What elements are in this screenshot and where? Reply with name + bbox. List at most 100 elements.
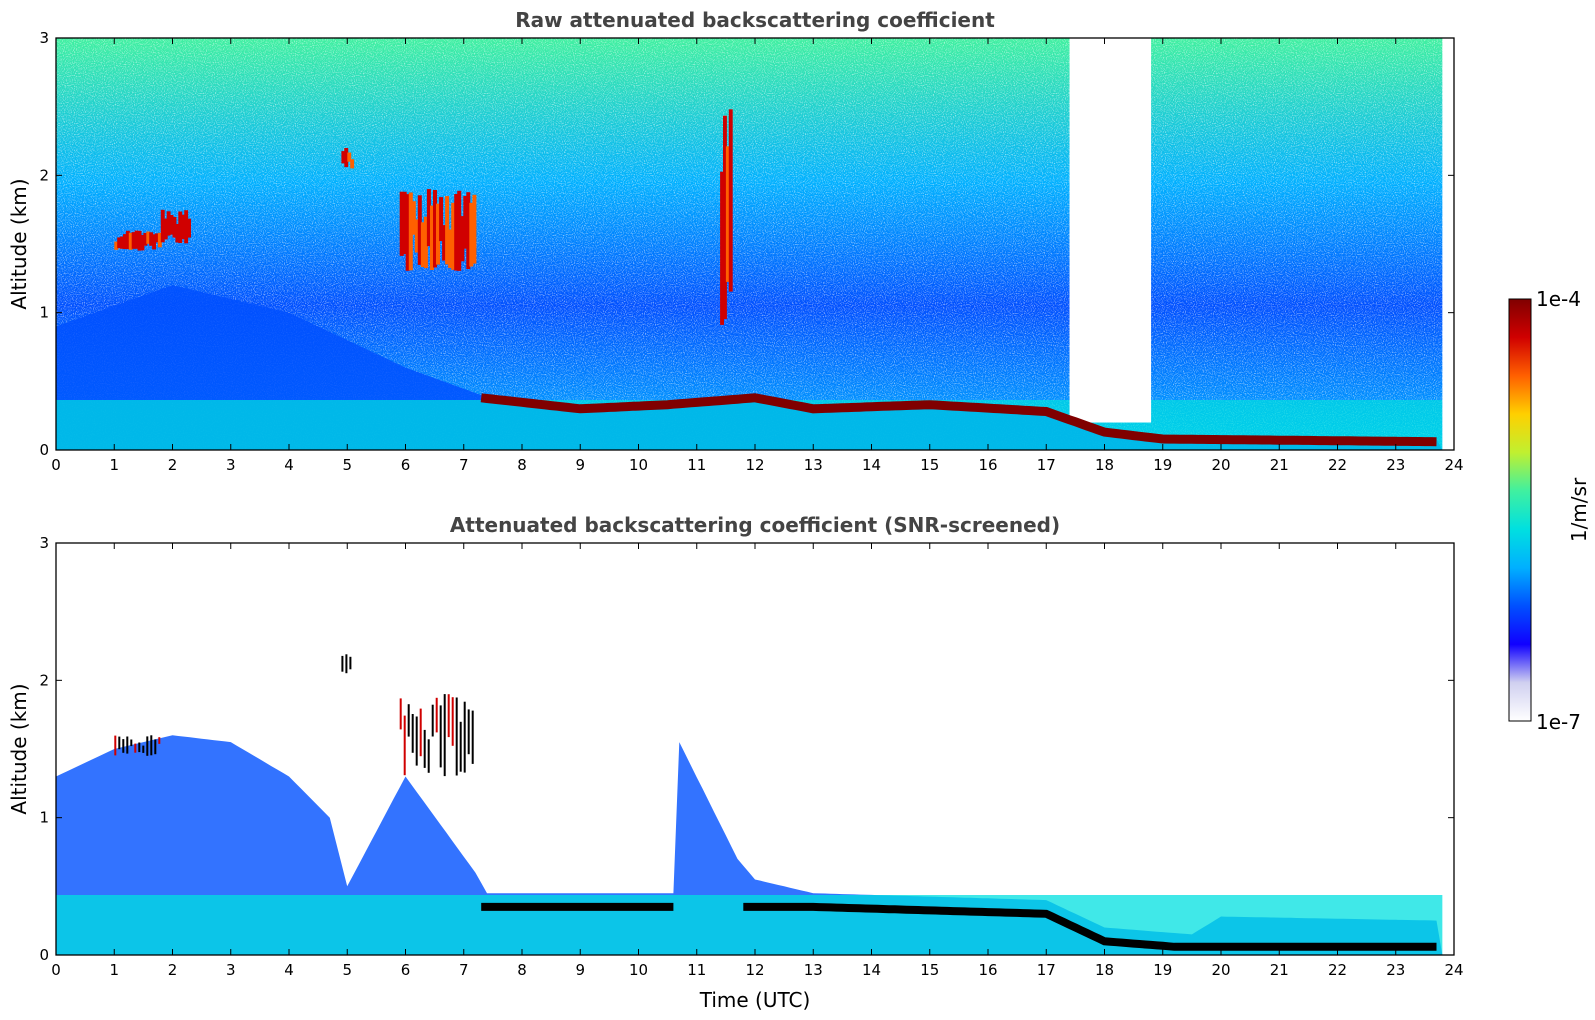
- screened-cloud-mark-0: [158, 737, 161, 744]
- cloud-mark-1: [166, 211, 171, 236]
- colorbar-min-label: 1e-7: [1536, 710, 1581, 734]
- panel-screened-y-label: Altitude (km): [7, 683, 31, 814]
- x-tick-label: 20: [1211, 456, 1230, 474]
- x-tick-label: 4: [284, 456, 294, 474]
- cloud-mark-3: [439, 197, 444, 242]
- panel-screened-y-axis: 0 1 2 3: [39, 534, 1454, 964]
- raw-layer-top-signal: [480, 393, 1437, 447]
- cloud-mark-0: [146, 231, 151, 244]
- screened-cloud-mark-1: [447, 694, 450, 738]
- x-tick-label: 10: [629, 456, 648, 474]
- y-tick-label: 2: [39, 166, 49, 184]
- screened-cloud-mark-1: [411, 714, 414, 753]
- screened-cloud-mark-1: [423, 729, 426, 768]
- cloud-mark-2: [347, 152, 352, 162]
- x-tick-label: 5: [342, 961, 352, 979]
- panel-screened-heatmap: [56, 654, 1443, 955]
- x-tick-label: 21: [1270, 456, 1289, 474]
- panel-raw: Raw attenuated backscattering coefficien…: [7, 8, 1464, 474]
- y-tick-label: 0: [39, 441, 49, 459]
- screened-cloud-mark-1: [467, 709, 470, 755]
- cloud-mark-1: [169, 215, 174, 235]
- x-tick-label: 24: [1444, 456, 1463, 474]
- cloud-mark-0: [155, 233, 159, 243]
- x-tick-label: 2: [168, 961, 178, 979]
- cloud-mark-3: [457, 190, 462, 271]
- cloud-mark-3: [469, 202, 474, 267]
- cloud-mark-3: [451, 202, 456, 270]
- cloud-mark-0: [131, 232, 136, 249]
- x-tick-label: 22: [1328, 456, 1347, 474]
- y-tick-label: 2: [39, 671, 49, 689]
- screened-cloud-mark-1: [403, 715, 406, 776]
- x-tick-label: 15: [920, 456, 939, 474]
- panel-raw-title: Raw attenuated backscattering coefficien…: [515, 8, 995, 32]
- panel-raw-y-axis: 0 1 2 3: [39, 29, 1454, 459]
- x-tick-label: 5: [342, 456, 352, 474]
- x-tick-label: 13: [804, 961, 823, 979]
- x-tick-label: 12: [745, 456, 764, 474]
- x-tick-label: 7: [459, 961, 469, 979]
- screened-cloud-mark-1: [399, 698, 402, 730]
- x-tick-label: 17: [1037, 456, 1056, 474]
- x-tick-label: 6: [401, 456, 411, 474]
- cloud-mark-2: [341, 151, 346, 164]
- screened-layer-top-signal: [481, 902, 1437, 951]
- cloud-mark-3: [466, 192, 471, 269]
- cloud-mark-4: [725, 146, 730, 282]
- x-tick-label: 16: [978, 456, 997, 474]
- cloud-mark-3: [430, 205, 434, 270]
- x-tick-label: 18: [1095, 456, 1114, 474]
- colorbar-gradient: [1508, 298, 1532, 722]
- x-tick-label: 19: [1153, 961, 1172, 979]
- panel-raw-y-label: Altitude (km): [7, 178, 31, 309]
- screened-cloud-mark-1: [459, 721, 462, 772]
- colorbar-max-label: 1e-4: [1536, 287, 1581, 311]
- cloud-mark-0: [125, 230, 130, 250]
- cloud-mark-0: [152, 234, 156, 250]
- x-tick-label: 14: [862, 456, 881, 474]
- colorbar-unit-label: 1/m/sr: [1567, 477, 1591, 542]
- screened-cloud-mark-0: [142, 745, 145, 753]
- cloud-mark-0: [120, 236, 124, 249]
- y-tick-label: 1: [39, 809, 49, 827]
- panel-raw-x-axis: 0 1 2 3 4 5 6 7 8 9 10 11 12 13 14 15 16 17 18 19 20 21 22 23 24: [51, 38, 1464, 474]
- x-tick-label: 18: [1095, 961, 1114, 979]
- screened-cloud-mark-2: [349, 656, 352, 670]
- cloud-mark-4: [728, 109, 733, 292]
- screened-cloud-mark-2: [341, 655, 344, 672]
- screened-cloud-mark-0: [134, 743, 137, 753]
- screened-cloud-mark-0: [130, 739, 133, 747]
- cloud-mark-0: [114, 241, 119, 250]
- panel-screened-title: Attenuated backscattering coefficient (S…: [450, 513, 1060, 537]
- cloud-mark-3: [402, 191, 407, 255]
- panel-raw-heatmap: [56, 38, 1454, 450]
- x-tick-label: 11: [687, 456, 706, 474]
- x-tick-label: 20: [1211, 961, 1230, 979]
- x-tick-label: 12: [745, 961, 764, 979]
- cloud-mark-3: [460, 216, 465, 262]
- screened-cloud-mark-1: [451, 697, 454, 746]
- x-tick-label: 3: [226, 961, 236, 979]
- cloud-mark-3: [454, 194, 459, 271]
- cloud-mark-3: [436, 203, 440, 265]
- screened-cloud-mark-0: [114, 735, 117, 756]
- screened-cloud-mark-0: [150, 735, 153, 756]
- x-tick-label: 7: [459, 456, 469, 474]
- cloud-mark-0: [128, 232, 133, 250]
- cloud-mark-4: [723, 115, 727, 320]
- cloud-mark-1: [163, 218, 168, 240]
- raw-end-gap: [1442, 38, 1454, 450]
- x-tick-label: 9: [575, 961, 585, 979]
- x-tick-label: 13: [804, 456, 823, 474]
- screened-cloud-mark-1: [471, 710, 474, 764]
- cloud-mark-3: [442, 225, 447, 261]
- x-tick-label: 23: [1386, 456, 1405, 474]
- x-tick-label: 24: [1444, 961, 1463, 979]
- cloud-mark-1: [184, 210, 189, 244]
- cloud-mark-3: [408, 192, 413, 271]
- y-tick-label: 1: [39, 304, 49, 322]
- x-tick-label: 11: [687, 961, 706, 979]
- screened-cloud-mark-1: [419, 708, 422, 757]
